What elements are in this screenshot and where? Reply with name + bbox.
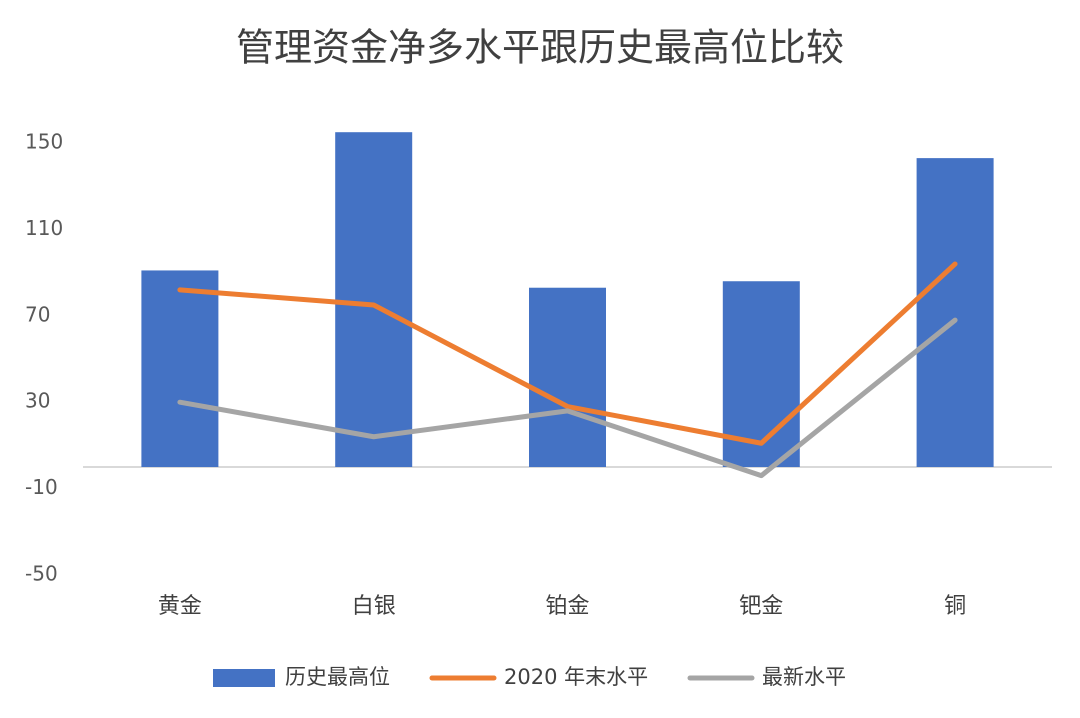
chart-title: 管理资金净多水平跟历史最高位比较 [236,26,844,70]
y-tick-label: -50 [25,562,58,586]
bar [529,287,606,467]
legend-swatch [213,669,275,687]
y-tick-label: -10 [25,475,58,499]
y-tick-label: 150 [25,130,63,154]
line [177,317,958,479]
y-tick-label: 70 [25,302,50,326]
bar [335,132,413,467]
x-tick-label: 铂金 [545,594,589,619]
legend-label: 历史最高位 [285,665,390,689]
x-tick-label: 白银 [352,594,396,619]
legend-label: 2020 年末水平 [504,665,648,689]
x-tick-label: 黄金 [158,594,202,619]
y-tick-label: 30 [25,389,50,413]
line [177,261,958,446]
legend-label: 最新水平 [762,665,846,689]
bar [916,158,994,467]
x-tick-label: 钯金 [739,594,783,619]
x-tick-label: 铜 [944,594,966,619]
bar [141,270,219,467]
y-tick-label: 110 [25,216,63,240]
